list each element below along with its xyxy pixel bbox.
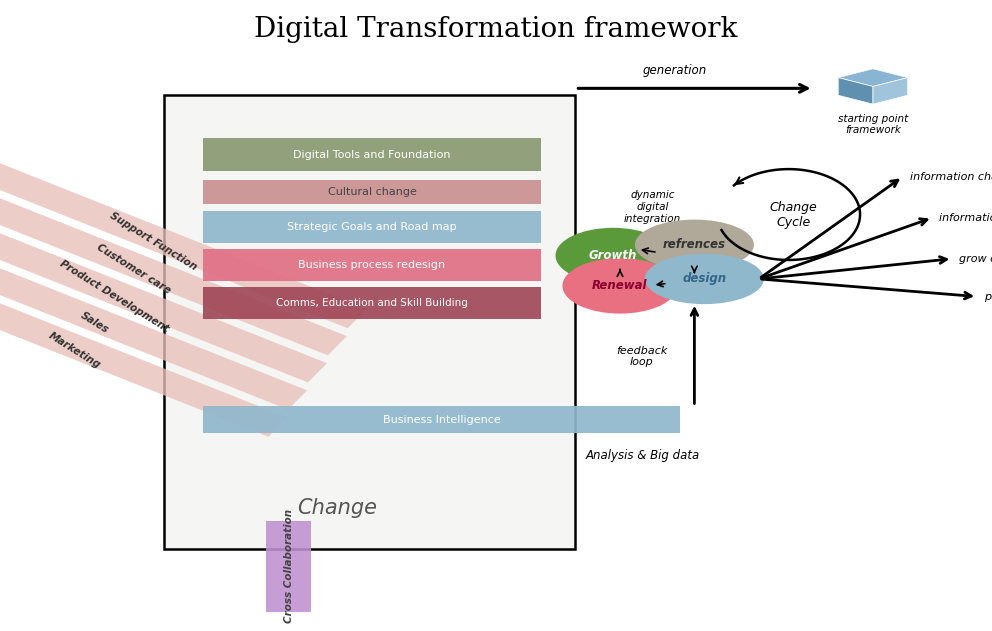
FancyBboxPatch shape <box>203 211 541 243</box>
Text: Change
Cycle: Change Cycle <box>770 201 817 228</box>
Text: Cross Collaboration: Cross Collaboration <box>284 509 294 623</box>
Text: Marketing: Marketing <box>47 330 102 370</box>
Text: Business process redesign: Business process redesign <box>299 260 445 270</box>
Ellipse shape <box>635 220 754 270</box>
FancyBboxPatch shape <box>203 287 541 319</box>
Text: generation: generation <box>643 64 706 77</box>
Polygon shape <box>0 155 367 328</box>
FancyBboxPatch shape <box>203 138 541 171</box>
Ellipse shape <box>556 228 671 283</box>
Text: design: design <box>682 273 726 285</box>
Polygon shape <box>838 78 873 104</box>
Text: information change: information change <box>910 172 992 182</box>
Polygon shape <box>0 209 327 382</box>
FancyBboxPatch shape <box>203 180 541 204</box>
Text: Comms, Education and Skill Building: Comms, Education and Skill Building <box>276 298 468 308</box>
Text: refrences: refrences <box>663 239 726 251</box>
FancyBboxPatch shape <box>164 95 575 549</box>
Text: Cultural change: Cultural change <box>327 187 417 198</box>
Text: Support Function: Support Function <box>108 211 199 273</box>
Polygon shape <box>0 182 347 355</box>
Text: information sharing: information sharing <box>939 213 992 223</box>
Text: Renewal: Renewal <box>592 280 648 292</box>
Text: Change: Change <box>298 498 377 518</box>
Text: Product Development: Product Development <box>58 258 171 334</box>
Text: feedback
loop: feedback loop <box>616 346 668 367</box>
Polygon shape <box>873 78 908 104</box>
Text: Strategic Goals and Road map: Strategic Goals and Road map <box>288 222 456 232</box>
Text: Sales: Sales <box>78 310 110 336</box>
Text: Digital Tools and Foundation: Digital Tools and Foundation <box>294 150 450 160</box>
Text: Growth: Growth <box>589 249 637 262</box>
Polygon shape <box>0 264 288 437</box>
Text: Customer care: Customer care <box>95 242 173 295</box>
Text: peer to peer changet: peer to peer changet <box>984 292 992 302</box>
Ellipse shape <box>645 254 764 304</box>
Polygon shape <box>0 237 308 410</box>
Text: Digital Transformation framework: Digital Transformation framework <box>254 16 738 43</box>
FancyBboxPatch shape <box>203 406 680 433</box>
Text: Analysis & Big data: Analysis & Big data <box>585 449 699 463</box>
Ellipse shape <box>562 258 678 314</box>
FancyBboxPatch shape <box>203 249 541 281</box>
Text: grow changet: grow changet <box>959 254 992 264</box>
Text: Business Intelligence: Business Intelligence <box>383 415 500 425</box>
FancyBboxPatch shape <box>266 521 311 612</box>
Text: starting point
framework: starting point framework <box>838 114 908 135</box>
Text: dynamic
digital
integration: dynamic digital integration <box>624 191 682 223</box>
Polygon shape <box>838 69 908 86</box>
